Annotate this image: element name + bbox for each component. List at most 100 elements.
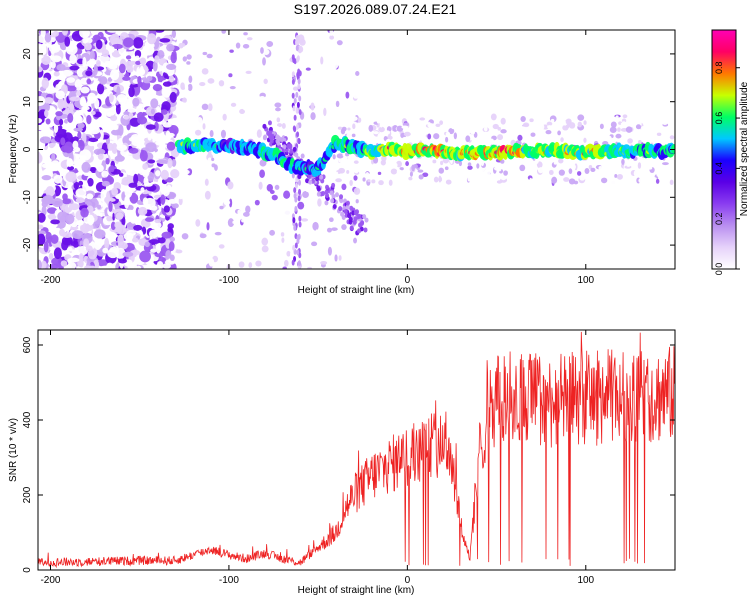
spectrogram-cell: [227, 218, 235, 228]
spectrogram-cell: [93, 148, 106, 155]
spectrogram-cell: [302, 191, 309, 199]
spectrogram-cell: [224, 80, 230, 86]
spectrogram-x-axis-label: Height of straight line (km): [298, 285, 415, 296]
spectrogram-cell: [644, 179, 649, 186]
spectrogram-cell: [150, 108, 155, 115]
spectrogram-cell: [66, 77, 76, 83]
spectrogram-cell: [97, 153, 104, 160]
spectrogram-cell: [479, 140, 484, 145]
spectrogram-cell: [241, 218, 246, 223]
spectrogram-cell: [440, 160, 444, 166]
spectrogram-cell: [325, 193, 330, 199]
spectrogram-cell: [338, 93, 343, 101]
spectrogram-cell: [335, 74, 341, 80]
spectrogram-cell: [316, 185, 321, 191]
spectrogram-cell: [235, 42, 241, 49]
spectrogram-cell: [66, 157, 74, 167]
spectrogram-cell: [378, 180, 384, 186]
spectrogram-cell: [38, 230, 46, 235]
spectrogram-cell: [47, 207, 58, 214]
spectrogram-cell: [53, 71, 60, 77]
spectrogram-cell: [401, 136, 408, 143]
spectrogram-cell: [427, 122, 432, 128]
spectrogram-cell: [568, 178, 576, 185]
spectrogram-cell: [324, 37, 329, 42]
spectrogram-cell: [118, 172, 124, 177]
spectrogram-cell: [562, 162, 568, 168]
spectrogram-cell: [556, 123, 561, 131]
spectrogram-cell: [237, 209, 241, 215]
spectrogram-cell: [137, 116, 148, 125]
spectrogram-cell: [193, 156, 198, 162]
y-tick-label: -20: [22, 237, 33, 252]
spectrogram-cell: [360, 220, 365, 226]
spectrogram-cell: [96, 59, 101, 67]
spectrogram-cell: [160, 109, 168, 115]
spectrogram-cell: [252, 186, 259, 195]
spectrogram-cell: [207, 78, 215, 84]
spectrogram-cell: [294, 205, 298, 212]
spectrogram-cell: [231, 152, 237, 161]
spectrogram-cell: [118, 258, 127, 264]
colorbar-tick-label: 0.4: [714, 162, 724, 175]
spectrogram-cell: [150, 98, 159, 109]
spectrogram-cell: [230, 102, 237, 107]
spectrogram-cell: [131, 263, 138, 269]
spectrogram-cell: [615, 115, 619, 119]
x-tick-label: -100: [219, 275, 239, 286]
spectrogram-cell: [39, 136, 51, 144]
spectrogram-cell: [147, 132, 153, 141]
spectrogram-cell: [460, 114, 465, 119]
spectrogram-cell: [82, 37, 93, 45]
spectrogram-cell: [343, 163, 348, 170]
spectrogram-cell: [61, 236, 73, 246]
spectrogram-cell: [298, 188, 302, 195]
spectrogram-cell: [490, 113, 497, 121]
spectrogram-cell: [295, 91, 299, 98]
spectrogram-cell: [664, 172, 669, 177]
spectrogram-cell: [181, 86, 186, 90]
spectrogram-cell: [364, 217, 369, 223]
spectrogram-cell: [232, 68, 240, 77]
spectrogram-cell: [99, 76, 108, 85]
spectrogram-cell: [355, 199, 359, 204]
spectrogram-y-ticks: -20 -10 0 10 20: [22, 48, 675, 252]
spectrogram-cell: [334, 254, 338, 262]
spectrogram-cell: [547, 125, 552, 129]
spectrogram-cell: [362, 177, 366, 182]
spectrogram-cell: [269, 165, 276, 171]
spectrogram-cell: [342, 176, 348, 180]
spectrogram-cell: [108, 200, 113, 212]
spectrogram-cell: [79, 96, 86, 107]
spectrogram-cell: [315, 229, 319, 238]
spectrogram-cell: [67, 112, 74, 123]
spectrogram-cell: [450, 123, 456, 130]
spectrogram-cell: [297, 83, 301, 90]
spectrogram-cell: [98, 129, 104, 141]
spectrogram-cell: [132, 37, 144, 49]
spectrogram-cell: [41, 260, 47, 269]
spectrogram-cell: [245, 93, 251, 98]
spectrogram-cell: [648, 165, 653, 170]
spectrogram-cell: [296, 131, 300, 138]
spectrogram-cell: [262, 123, 267, 129]
spectrogram-cell: [353, 237, 358, 244]
spectrogram-cell: [298, 215, 302, 222]
spectrogram-cell: [452, 163, 459, 168]
spectrogram-cell: [260, 47, 264, 54]
spectrogram-cell: [259, 169, 265, 179]
spectrogram-cell: [496, 166, 502, 172]
spectrogram-cell: [418, 120, 425, 125]
spectrogram-cell: [558, 169, 565, 176]
spectrogram-cell: [352, 123, 356, 130]
spectrogram-cell: [254, 73, 258, 82]
spectrogram-cell: [84, 197, 89, 205]
spectrogram-cell: [38, 233, 46, 246]
spectrogram-cell: [346, 170, 350, 174]
spectrogram-cell: [357, 228, 362, 234]
spectrogram-cell: [405, 161, 409, 167]
spectrogram-cell: [644, 158, 651, 165]
spectrogram-cell: [206, 222, 210, 231]
spectrogram-cell: [122, 37, 134, 48]
spectrogram-cell: [229, 198, 233, 208]
